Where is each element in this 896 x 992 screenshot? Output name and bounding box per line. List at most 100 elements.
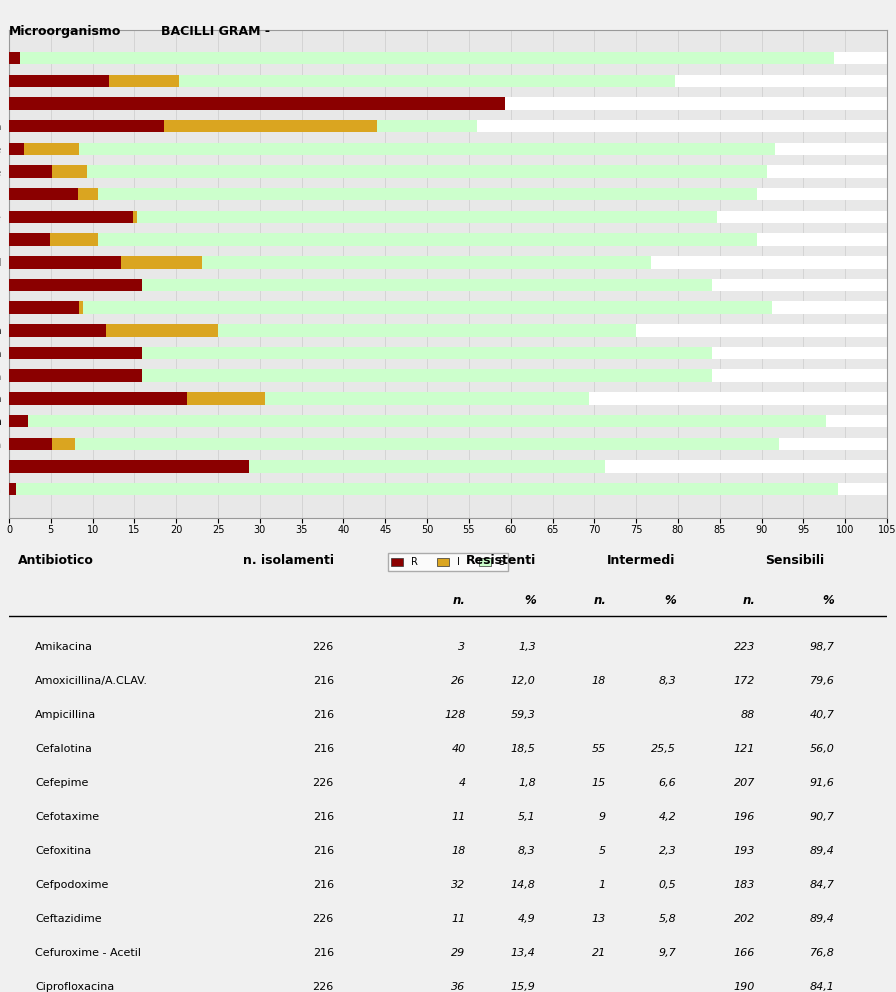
- Bar: [9, 74, 109, 87]
- Bar: [9, 279, 712, 292]
- Text: n. isolamenti: n. isolamenti: [243, 554, 334, 567]
- Text: Amikacina: Amikacina: [35, 642, 93, 653]
- Bar: [9, 324, 887, 336]
- Bar: [9, 324, 106, 336]
- Bar: [187, 392, 265, 405]
- Bar: [106, 324, 218, 336]
- Text: 1,3: 1,3: [518, 642, 536, 653]
- Text: 223: 223: [734, 642, 755, 653]
- Text: Ceftazidime: Ceftazidime: [35, 914, 102, 925]
- Bar: [52, 437, 75, 450]
- Text: 196: 196: [734, 812, 755, 822]
- Text: 202: 202: [734, 914, 755, 925]
- Text: 98,7: 98,7: [809, 642, 834, 653]
- Bar: [9, 369, 887, 382]
- Text: 15,9: 15,9: [511, 982, 536, 992]
- Bar: [9, 97, 504, 110]
- Bar: [9, 233, 756, 246]
- Text: 55: 55: [591, 744, 606, 754]
- Bar: [9, 97, 887, 110]
- Bar: [9, 324, 636, 336]
- Bar: [9, 279, 142, 292]
- Text: 6,6: 6,6: [659, 778, 676, 789]
- Text: 13,4: 13,4: [511, 948, 536, 958]
- Text: 89,4: 89,4: [809, 846, 834, 856]
- Text: 36: 36: [452, 982, 466, 992]
- Text: 18,5: 18,5: [511, 744, 536, 754]
- Text: 226: 226: [313, 914, 334, 925]
- Bar: [9, 302, 771, 313]
- Text: 11: 11: [452, 812, 466, 822]
- Text: BACILLI GRAM -: BACILLI GRAM -: [161, 25, 271, 38]
- Text: 84,7: 84,7: [809, 880, 834, 890]
- Bar: [9, 460, 887, 472]
- Text: 59,3: 59,3: [511, 710, 536, 720]
- Bar: [9, 188, 756, 200]
- Bar: [9, 52, 20, 64]
- Text: Amoxicillina/A.CLAV.: Amoxicillina/A.CLAV.: [35, 677, 149, 686]
- Bar: [9, 279, 887, 292]
- Text: Cefuroxime - Acetil: Cefuroxime - Acetil: [35, 948, 142, 958]
- Bar: [9, 483, 16, 495]
- Text: 216: 216: [313, 710, 334, 720]
- Bar: [9, 415, 887, 428]
- Bar: [109, 74, 178, 87]
- Bar: [79, 302, 82, 313]
- Text: n.: n.: [593, 594, 606, 607]
- Text: 8,3: 8,3: [518, 846, 536, 856]
- Bar: [9, 483, 838, 495]
- Text: Cefpodoxime: Cefpodoxime: [35, 880, 108, 890]
- Text: 12,0: 12,0: [511, 677, 536, 686]
- Bar: [9, 392, 590, 405]
- Text: 128: 128: [444, 710, 466, 720]
- Text: 207: 207: [734, 778, 755, 789]
- Text: 183: 183: [734, 880, 755, 890]
- Bar: [9, 347, 142, 359]
- Bar: [9, 347, 887, 359]
- Bar: [9, 210, 887, 223]
- Text: 5: 5: [599, 846, 606, 856]
- Text: 79,6: 79,6: [809, 677, 834, 686]
- Text: Antibiotico: Antibiotico: [18, 554, 93, 567]
- Bar: [9, 460, 605, 472]
- Text: 121: 121: [734, 744, 755, 754]
- Bar: [9, 52, 834, 64]
- Text: 166: 166: [734, 948, 755, 958]
- Bar: [52, 166, 87, 178]
- Bar: [9, 74, 887, 87]
- Text: 3: 3: [459, 642, 466, 653]
- Text: 29: 29: [452, 948, 466, 958]
- Text: 216: 216: [313, 846, 334, 856]
- Text: 190: 190: [734, 982, 755, 992]
- Bar: [9, 143, 775, 155]
- Text: Resistenti: Resistenti: [466, 554, 536, 567]
- Bar: [9, 437, 780, 450]
- Text: %: %: [665, 594, 676, 607]
- Text: Cefalotina: Cefalotina: [35, 744, 92, 754]
- Text: Microorganismo: Microorganismo: [9, 25, 121, 38]
- Text: 216: 216: [313, 948, 334, 958]
- Bar: [9, 347, 712, 359]
- Text: 9,7: 9,7: [659, 948, 676, 958]
- Text: 9: 9: [599, 812, 606, 822]
- Text: 90,7: 90,7: [809, 812, 834, 822]
- Bar: [9, 256, 121, 269]
- Text: Cefoxitina: Cefoxitina: [35, 846, 91, 856]
- Text: Ampicillina: Ampicillina: [35, 710, 97, 720]
- Text: %: %: [524, 594, 536, 607]
- Text: 4,9: 4,9: [518, 914, 536, 925]
- Bar: [9, 188, 78, 200]
- Bar: [9, 415, 826, 428]
- Text: Ciprofloxacina: Ciprofloxacina: [35, 982, 115, 992]
- Bar: [9, 369, 142, 382]
- Bar: [9, 120, 887, 133]
- Bar: [9, 233, 50, 246]
- Bar: [133, 210, 137, 223]
- Text: 18: 18: [591, 677, 606, 686]
- Bar: [9, 97, 349, 110]
- Text: 216: 216: [313, 880, 334, 890]
- Text: 0,5: 0,5: [659, 880, 676, 890]
- Text: 11: 11: [452, 914, 466, 925]
- Text: 2,3: 2,3: [659, 846, 676, 856]
- Text: Intermedi: Intermedi: [607, 554, 676, 567]
